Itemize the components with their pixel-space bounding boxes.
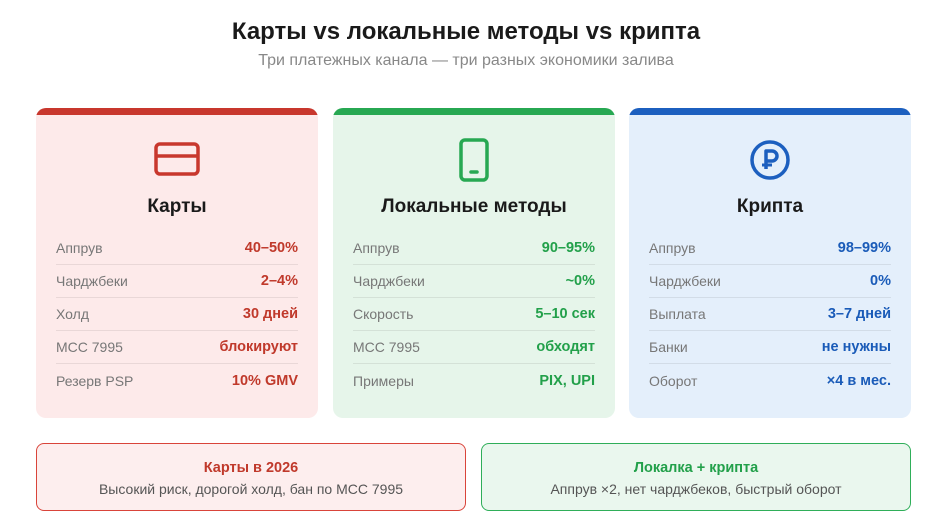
card-accent-bar — [36, 108, 318, 115]
row-label: Аппрув — [353, 240, 400, 256]
row-label: Аппрув — [649, 240, 696, 256]
row-label: Чарджбеки — [56, 273, 128, 289]
table-row: Чарджбеки ~0% — [353, 265, 595, 298]
table-row: Чарджбеки 2–4% — [56, 265, 298, 298]
summary-title: Карты в 2026 — [203, 460, 299, 476]
row-label: Банки — [649, 339, 688, 355]
row-label: Резерв PSP — [56, 372, 134, 389]
page-subtitle: Три платежных канала — три разных эконом… — [258, 52, 674, 69]
summary-box-cards: Карты в 2026 Высокий риск, дорогой холд,… — [36, 443, 466, 511]
summary-text: Аппрув ×2, нет чарджбеков, быстрый оборо… — [550, 481, 842, 497]
row-value: 40–50% — [244, 240, 298, 256]
card-local-methods: Локальные методы Аппрув 90–95% Чарджбеки ~… — [333, 108, 615, 418]
crypto-coin-icon — [629, 138, 911, 182]
card-title: Локальные методы — [381, 196, 567, 217]
table-row: Выплата 3–7 дней — [649, 298, 891, 331]
table-row: MCC 7995 блокируют — [56, 331, 298, 364]
row-value: 90–95% — [541, 240, 595, 256]
table-row: Скорость 5–10 сек — [353, 298, 595, 331]
row-value: PIX, UPI — [539, 372, 595, 389]
row-label: Выплата — [649, 306, 706, 322]
row-value: 3–7 дней — [827, 306, 891, 322]
row-value: 10% GMV — [231, 372, 298, 389]
row-label: Чарджбеки — [353, 273, 425, 289]
row-label: Примеры — [353, 372, 414, 389]
smartphone-icon — [333, 138, 615, 182]
row-value: не нужны — [821, 339, 891, 355]
card-title: Карты — [147, 196, 207, 217]
table-row: Оборот ×4 в мес. — [649, 364, 891, 397]
card-cards: Карты Аппрув 40–50% Чарджбеки 2–4% Холд 30 … — [36, 108, 318, 418]
table-row: Аппрув 90–95% — [353, 232, 595, 265]
card-rows: Аппрув 90–95% Чарджбеки ~0% Скорость 5–10 с… — [353, 232, 595, 397]
card-crypto: Крипта Аппрув 98–99% Чарджбеки 0% Выплата 3… — [629, 108, 911, 418]
table-row: Чарджбеки 0% — [649, 265, 891, 298]
table-row: Холд 30 дней — [56, 298, 298, 331]
table-row: Примеры PIX, UPI — [353, 364, 595, 397]
row-label: Чарджбеки — [649, 273, 721, 289]
row-value: 5–10 сек — [535, 306, 595, 322]
summary-text: Высокий риск, дорогой холд, бан по MCC 7… — [98, 481, 404, 497]
row-label: Скорость — [353, 306, 414, 322]
card-rows: Аппрув 98–99% Чарджбеки 0% Выплата 3–7 дней… — [649, 232, 891, 397]
credit-card-icon — [36, 138, 318, 182]
table-row: Аппрув 98–99% — [649, 232, 891, 265]
row-value: обходят — [536, 339, 595, 355]
row-value: 98–99% — [837, 240, 891, 256]
row-value: 30 дней — [242, 306, 298, 322]
card-accent-bar — [333, 108, 615, 115]
table-row: Банки не нужны — [649, 331, 891, 364]
row-label: MCC 7995 — [353, 339, 420, 355]
row-value: ×4 в мес. — [826, 372, 891, 389]
summary-box-local-crypto: Локалка + крипта Аппрув ×2, нет чарджбек… — [481, 443, 911, 511]
card-title: Крипта — [736, 196, 804, 217]
row-value: ~0% — [565, 273, 595, 289]
table-row: Аппрув 40–50% — [56, 232, 298, 265]
row-label: MCC 7995 — [56, 339, 123, 355]
table-row: Резерв PSP 10% GMV — [56, 364, 298, 397]
row-label: Оборот — [649, 372, 698, 389]
row-value: 2–4% — [260, 273, 298, 289]
page-title: Карты vs локальные методы vs крипта — [231, 18, 701, 45]
row-label: Холд — [56, 306, 89, 322]
card-accent-bar — [629, 108, 911, 115]
card-rows: Аппрув 40–50% Чарджбеки 2–4% Холд 30 дней M… — [56, 232, 298, 397]
table-row: MCC 7995 обходят — [353, 331, 595, 364]
summary-title: Локалка + крипта — [633, 460, 759, 476]
row-value: блокируют — [219, 339, 299, 355]
row-label: Аппрув — [56, 240, 103, 256]
row-value: 0% — [870, 273, 891, 289]
